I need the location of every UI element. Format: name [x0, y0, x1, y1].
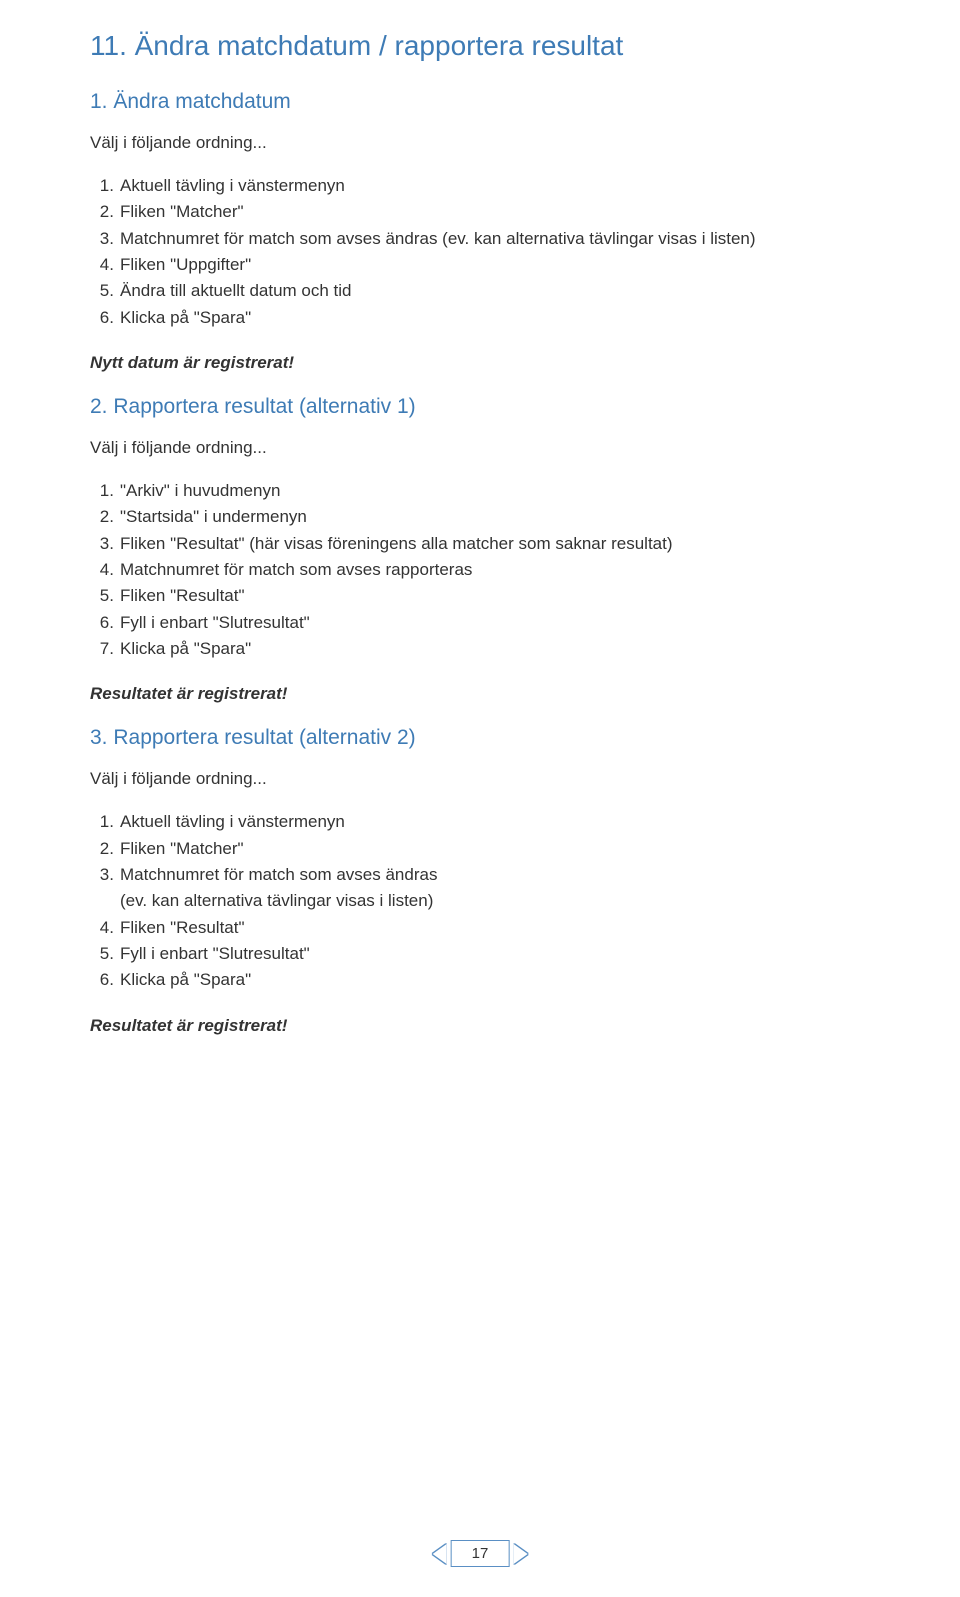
list-item: Fliken "Matcher" — [120, 836, 900, 862]
section2-intro: Välj i följande ordning... — [90, 437, 900, 460]
list-item: "Arkiv" i huvudmenyn — [120, 478, 900, 504]
list-item: Ändra till aktuellt datum och tid — [120, 278, 900, 304]
list-item: Fyll i enbart "Slutresultat" — [120, 610, 900, 636]
section1-heading: 1. Ändra matchdatum — [90, 90, 900, 114]
list-item: Fliken "Uppgifter" — [120, 252, 900, 278]
list-item: Fliken "Matcher" — [120, 199, 900, 225]
section2-list: "Arkiv" i huvudmenyn "Startsida" i under… — [90, 478, 900, 662]
page-number-ribbon: 17 — [451, 1540, 510, 1567]
list-item: Fliken "Resultat" (här visas föreningens… — [120, 531, 900, 557]
list-item: Klicka på "Spara" — [120, 636, 900, 662]
section3-intro: Välj i följande ordning... — [90, 768, 900, 791]
section3-list: Aktuell tävling i vänstermenyn Fliken "M… — [90, 809, 900, 993]
section1-intro: Välj i följande ordning... — [90, 132, 900, 155]
list-item-line: Matchnumret för match som avses ändras — [120, 865, 437, 884]
list-item: Matchnumret för match som avses ändras (… — [120, 226, 900, 252]
section3-result: Resultatet är registrerat! — [90, 1016, 900, 1036]
list-item: Aktuell tävling i vänstermenyn — [120, 173, 900, 199]
section2-heading: 2. Rapportera resultat (alternativ 1) — [90, 395, 900, 419]
page-title: 11. Ändra matchdatum / rapportera result… — [90, 30, 900, 62]
list-item: Aktuell tävling i vänstermenyn — [120, 809, 900, 835]
section1-list: Aktuell tävling i vänstermenyn Fliken "M… — [90, 173, 900, 331]
section1-result: Nytt datum är registrerat! — [90, 353, 900, 373]
list-item: Fyll i enbart "Slutresultat" — [120, 941, 900, 967]
ribbon-left-icon — [433, 1544, 447, 1564]
page-number: 17 — [451, 1540, 510, 1567]
ribbon-right-icon — [513, 1544, 527, 1564]
list-item-subline: (ev. kan alternativa tävlingar visas i l… — [120, 888, 900, 914]
section2-result: Resultatet är registrerat! — [90, 684, 900, 704]
section3-heading: 3. Rapportera resultat (alternativ 2) — [90, 726, 900, 750]
list-item: Fliken "Resultat" — [120, 583, 900, 609]
list-item: Matchnumret för match som avses ändras (… — [120, 862, 900, 915]
list-item: Klicka på "Spara" — [120, 967, 900, 993]
list-item: "Startsida" i undermenyn — [120, 504, 900, 530]
list-item: Fliken "Resultat" — [120, 915, 900, 941]
list-item: Klicka på "Spara" — [120, 305, 900, 331]
list-item: Matchnumret för match som avses rapporte… — [120, 557, 900, 583]
